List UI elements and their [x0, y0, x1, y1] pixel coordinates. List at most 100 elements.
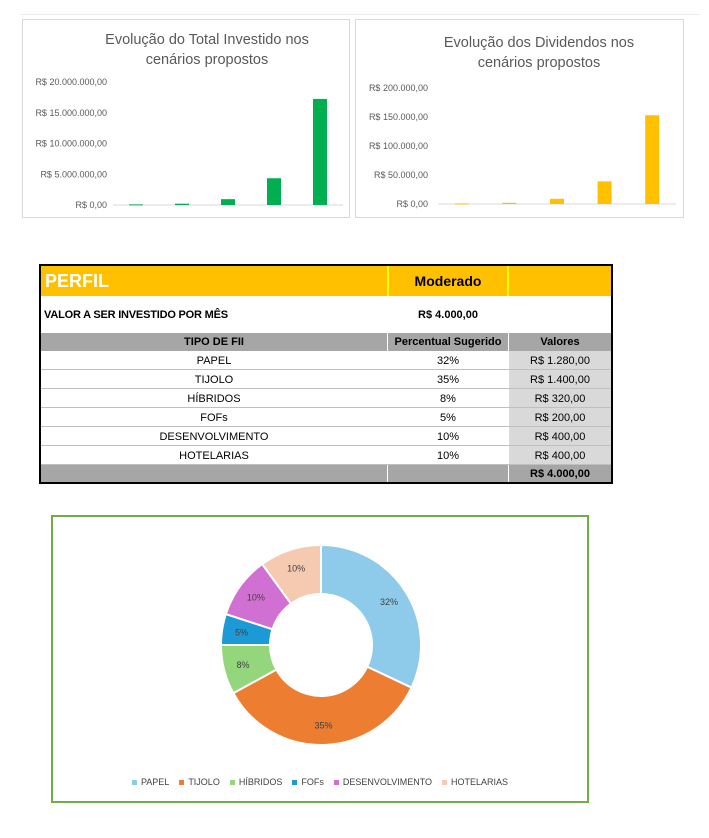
row-divider [41, 426, 611, 427]
invest-row: VALOR A SER INVESTIDO POR MÊS R$ 4.000,0… [41, 296, 611, 333]
bar [550, 198, 564, 204]
table-row: TIJOLO 35% R$ 1.400,00 [41, 370, 611, 389]
column-header-row: TIPO DE FII Percentual Sugerido Valores [41, 333, 611, 351]
total-value: R$ 4.000,00 [530, 467, 590, 480]
chart-title-line-2: cenários propostos [478, 55, 601, 71]
slice-label: 35% [315, 720, 333, 730]
invest-value: R$ 4.000,00 [418, 308, 478, 321]
row-divider [41, 445, 611, 446]
bar [175, 203, 189, 205]
legend-swatch [229, 779, 235, 785]
legend-label: HOTELARIAS [451, 777, 509, 787]
legend-swatch [131, 779, 137, 785]
divider [387, 266, 389, 296]
perfil-table: PERFIL Moderado VALOR A SER INVESTIDO PO… [39, 264, 613, 484]
legend-label: HÍBRIDOS [238, 777, 283, 787]
slice-label: 10% [247, 593, 265, 603]
tipo-cell: PAPEL [196, 354, 232, 367]
legend-item: DESENVOLVIMENTO [333, 777, 433, 787]
bar [313, 98, 327, 205]
legend-swatch [179, 779, 185, 785]
y-tick-label: R$ 50.000,00 [374, 170, 428, 180]
divider [387, 333, 388, 351]
slice-label: 10% [287, 563, 305, 573]
top-divider [20, 14, 700, 15]
valor-cell: R$ 200,00 [509, 408, 611, 427]
y-tick-label: R$ 15.000.000,00 [35, 108, 107, 118]
legend-item: HÍBRIDOS [229, 777, 283, 787]
col-header-valores: Valores [540, 336, 580, 348]
percentual-cell: 5% [440, 411, 456, 424]
tipo-cell: FOFs [200, 411, 228, 424]
perfil-value: Moderado [414, 273, 482, 289]
percentual-cell: 10% [436, 430, 460, 443]
bar [129, 204, 143, 206]
legend-label: TIJOLO [188, 777, 220, 787]
donut-slice [320, 543, 422, 689]
donut-svg: 32% 35% 8% 5% 10% 10% [219, 543, 422, 746]
bar [221, 199, 235, 205]
legend-swatch [442, 779, 448, 785]
chart-distribuicao: 32% 35% 8% 5% 10% 10% PAPEL TIJOLO HÍBRIDOS FOFs… [51, 515, 589, 803]
perfil-header-row: PERFIL Moderado [41, 266, 611, 296]
bar [267, 178, 281, 205]
table-row: HOTELARIAS 10% R$ 400,00 [41, 446, 611, 465]
chart-dividendos: Evolução dos Dividendos nos cenários pro… [355, 19, 684, 218]
chart-title-line-1: Evolução dos Dividendos nos [444, 35, 634, 51]
bar [502, 202, 517, 204]
tipo-cell: HOTELARIAS [179, 449, 249, 462]
table-row: FOFs 5% R$ 200,00 [41, 408, 611, 427]
y-tick-label: R$ 10.000.000,00 [35, 139, 107, 149]
table-row: PAPEL 32% R$ 1.280,00 [41, 351, 611, 370]
valor-cell: R$ 320,00 [509, 389, 611, 408]
donut-slice [260, 543, 322, 606]
bar [454, 203, 469, 205]
table-row: DESENVOLVIMENTO 10% R$ 400,00 [41, 427, 611, 446]
divider [387, 465, 388, 482]
tipo-cell: TIJOLO [194, 373, 234, 386]
col-header-tipo: TIPO DE FII [184, 336, 244, 348]
valor-cell: R$ 400,00 [509, 446, 611, 465]
percentual-cell: 10% [436, 449, 460, 462]
total-row: R$ 4.000,00 [41, 465, 611, 482]
divider [508, 333, 509, 351]
y-tick-label: R$ 5.000.000,00 [40, 169, 107, 179]
legend-item: FOFs [292, 777, 324, 787]
valor-cell: R$ 1.400,00 [509, 370, 611, 389]
percentual-cell: 8% [440, 392, 456, 405]
chart-total-investido: Evolução do Total Investido nos cenários… [22, 19, 350, 218]
donut-slice [232, 665, 413, 746]
divider [508, 465, 509, 482]
legend-label: DESENVOLVIMENTO [342, 777, 433, 787]
percentual-cell: 32% [436, 354, 460, 367]
percentual-cell: 35% [436, 373, 460, 386]
col-header-percentual: Percentual Sugerido [394, 336, 502, 348]
row-divider [41, 464, 611, 465]
tipo-cell: DESENVOLVIMENTO [159, 430, 269, 443]
y-tick-label: R$ 0,00 [396, 199, 428, 209]
chart-legend: PAPEL TIJOLO HÍBRIDOS FOFs DESENVOLVIMENTO HO… [53, 777, 587, 787]
legend-swatch [333, 779, 339, 785]
y-tick-label: R$ 100.000,00 [369, 141, 428, 151]
perfil-label: PERFIL [45, 270, 110, 291]
legend-label: FOFs [301, 777, 324, 787]
dividendos-svg: Evolução dos Dividendos nos cenários pro… [369, 35, 676, 209]
table-row: HÍBRIDOS 8% R$ 320,00 [41, 389, 611, 408]
invest-label: VALOR A SER INVESTIDO POR MÊS [44, 308, 228, 321]
tipo-cell: HÍBRIDOS [187, 392, 241, 405]
divider [507, 266, 509, 296]
bar [597, 181, 612, 204]
valor-cell: R$ 400,00 [509, 427, 611, 446]
legend-item: TIJOLO [179, 777, 220, 787]
legend-item: PAPEL [131, 777, 170, 787]
legend-swatch [292, 779, 298, 785]
chart-title-line-1: Evolução do Total Investido nos [105, 32, 309, 48]
slice-label: 5% [235, 627, 248, 637]
row-divider [41, 407, 611, 408]
y-tick-label: R$ 150.000,00 [369, 112, 428, 122]
legend-item: HOTELARIAS [442, 777, 508, 787]
valor-cell: R$ 1.280,00 [509, 351, 611, 370]
slice-label: 8% [237, 660, 250, 670]
y-tick-label: R$ 200.000,00 [369, 83, 428, 93]
legend-label: PAPEL [140, 777, 170, 787]
